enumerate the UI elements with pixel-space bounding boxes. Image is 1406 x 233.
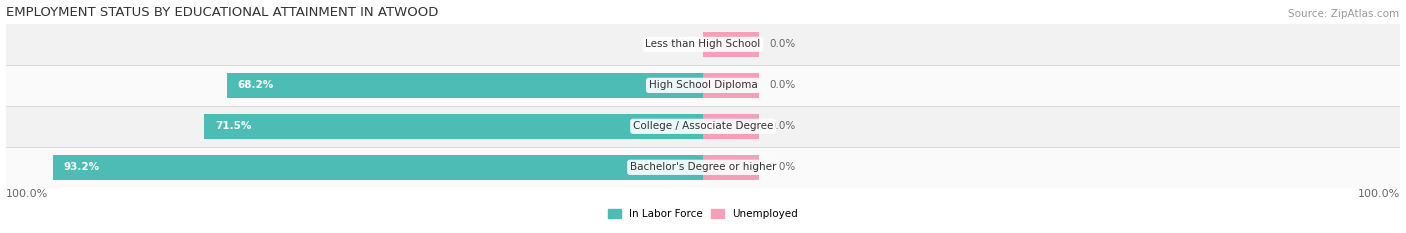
- Bar: [6, 65, 1400, 106]
- Text: 0.0%: 0.0%: [769, 80, 796, 90]
- Text: Source: ZipAtlas.com: Source: ZipAtlas.com: [1288, 9, 1399, 19]
- Text: Less than High School: Less than High School: [645, 39, 761, 49]
- Bar: [703, 114, 759, 139]
- Bar: [228, 73, 703, 98]
- Text: 0.0%: 0.0%: [769, 121, 796, 131]
- Bar: [204, 114, 703, 139]
- Text: 100.0%: 100.0%: [1358, 189, 1400, 199]
- Text: 100.0%: 100.0%: [6, 189, 48, 199]
- Bar: [6, 147, 1400, 188]
- Bar: [53, 155, 703, 180]
- Text: 0.0%: 0.0%: [769, 39, 796, 49]
- Text: 93.2%: 93.2%: [63, 162, 100, 172]
- Text: 0.0%: 0.0%: [669, 39, 696, 49]
- Bar: [6, 24, 1400, 65]
- Text: High School Diploma: High School Diploma: [648, 80, 758, 90]
- Bar: [703, 73, 759, 98]
- Bar: [703, 32, 759, 57]
- Text: College / Associate Degree: College / Associate Degree: [633, 121, 773, 131]
- Legend: In Labor Force, Unemployed: In Labor Force, Unemployed: [605, 205, 801, 224]
- Bar: [703, 155, 759, 180]
- Text: 71.5%: 71.5%: [215, 121, 252, 131]
- Bar: [6, 106, 1400, 147]
- Text: EMPLOYMENT STATUS BY EDUCATIONAL ATTAINMENT IN ATWOOD: EMPLOYMENT STATUS BY EDUCATIONAL ATTAINM…: [6, 6, 437, 19]
- Text: 0.0%: 0.0%: [769, 162, 796, 172]
- Text: 68.2%: 68.2%: [238, 80, 274, 90]
- Text: Bachelor's Degree or higher: Bachelor's Degree or higher: [630, 162, 776, 172]
